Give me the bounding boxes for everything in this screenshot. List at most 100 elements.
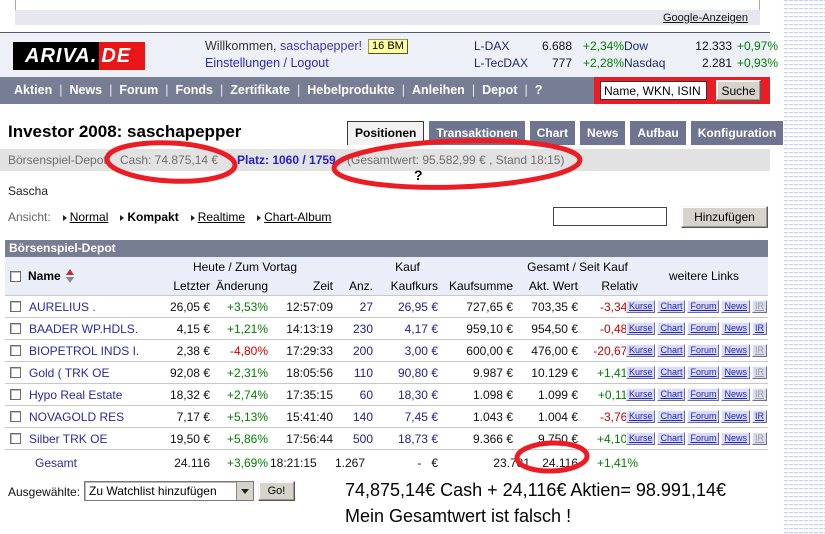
forum-link-button[interactable]: Forum <box>687 366 720 379</box>
tab-news[interactable]: News <box>580 121 626 145</box>
chart-link-button[interactable]: Chart <box>657 410 686 423</box>
news-link-button[interactable]: News <box>721 432 750 445</box>
row-checkbox[interactable] <box>10 301 21 312</box>
suche-button[interactable]: Suche <box>716 80 761 101</box>
cell-kaufsumme: 959,10 € <box>466 321 513 336</box>
nav-item-help[interactable]: ? <box>534 83 543 97</box>
hinzufuegen-button[interactable]: Hinzufügen <box>681 206 768 228</box>
view-switcher: Ansicht: Normal Kompakt Realtime Chart-Album <box>8 210 331 224</box>
einstellungen-logout-links[interactable]: Einstellungen / Logout <box>205 56 329 70</box>
sort-descending-icon[interactable] <box>65 277 74 283</box>
combo-dropdown-button[interactable] <box>236 482 253 500</box>
nav-separator: | <box>401 83 406 97</box>
row-checkbox[interactable] <box>10 389 21 400</box>
market-index-change: +2,28% <box>582 56 624 70</box>
kurse-link-button[interactable]: Kurse <box>625 410 656 423</box>
nav-item-fonds[interactable]: Fonds <box>175 83 214 97</box>
column-header-zeit: Zeit <box>312 278 333 293</box>
chart-link-button[interactable]: Chart <box>657 344 686 357</box>
name-column-header: Name <box>5 269 155 283</box>
cell-aenderung: +3,53% <box>226 299 268 314</box>
nav-item-aktien[interactable]: Aktien <box>14 83 53 97</box>
tab-aufbau[interactable]: Aufbau <box>630 121 686 145</box>
row-checkbox[interactable] <box>10 433 21 444</box>
news-link-button[interactable]: News <box>721 300 750 313</box>
search-input[interactable] <box>600 81 707 100</box>
stock-name-link[interactable]: BAADER WP.HDLS. <box>29 321 139 336</box>
sort-arrows[interactable] <box>65 269 74 283</box>
select-all-checkbox[interactable] <box>10 270 21 282</box>
news-link-button[interactable]: News <box>721 322 750 335</box>
kurse-link-button[interactable]: Kurse <box>625 388 656 401</box>
forum-link-button[interactable]: Forum <box>687 300 720 313</box>
chart-link-button[interactable]: Chart <box>657 366 686 379</box>
sort-ascending-icon[interactable] <box>65 269 74 275</box>
cell-name: NOVAGOLD RES <box>5 410 155 424</box>
row-checkbox[interactable] <box>10 323 21 334</box>
view-realtime[interactable]: Realtime <box>197 210 246 224</box>
forum-link-button[interactable]: Forum <box>687 344 720 357</box>
chart-link-button[interactable]: Chart <box>657 300 686 313</box>
view-normal[interactable]: Normal <box>69 210 109 224</box>
tab-konfiguration[interactable]: Konfiguration <box>690 121 784 145</box>
ir-link-button[interactable]: IR <box>752 322 767 335</box>
news-link-button[interactable]: News <box>721 366 750 379</box>
tab-positionen[interactable]: Positionen <box>347 121 425 145</box>
chart-link-button[interactable]: Chart <box>657 322 686 335</box>
cell-aenderung: +2,31% <box>226 365 268 380</box>
gesamt-link[interactable]: Gesamt <box>35 455 78 470</box>
news-link-button[interactable]: News <box>721 410 750 423</box>
column-header-akt-wert: Akt. Wert <box>528 278 578 293</box>
chart-link-button[interactable]: Chart <box>657 388 686 401</box>
nav-item-forum[interactable]: Forum <box>119 83 159 97</box>
nav-separator: | <box>471 83 476 97</box>
watchlist-select[interactable]: Zu Watchlist hinzufügen <box>84 481 254 501</box>
nav-item-depot[interactable]: Depot <box>482 83 518 97</box>
tab-chart[interactable]: Chart <box>529 121 576 145</box>
nav-item-hebelprodukte[interactable]: Hebelprodukte <box>307 83 395 97</box>
forum-link-button[interactable]: Forum <box>687 432 720 445</box>
forum-link-button[interactable]: Forum <box>687 410 720 423</box>
column-header-relativ: Relativ <box>601 278 638 293</box>
nav-item-zertifikate[interactable]: Zertifikate <box>230 83 290 97</box>
ariva-logo[interactable]: ARIVA. DE <box>13 42 146 70</box>
ir-link-button[interactable]: IR <box>752 410 767 423</box>
nav-item-anleihen[interactable]: Anleihen <box>412 83 465 97</box>
platz-link[interactable]: Platz: 1060 / 1759 <box>237 153 336 167</box>
stock-name-link[interactable]: NOVAGOLD RES <box>29 409 125 424</box>
bm-badge[interactable]: 16 BM <box>368 39 408 54</box>
stock-name-link[interactable]: Silber TRK OE <box>29 431 108 446</box>
stock-name-link[interactable]: Hypo Real Estate <box>29 387 123 402</box>
nav-separator: | <box>297 83 301 97</box>
tab-transaktionen[interactable]: Transaktionen <box>429 121 525 145</box>
kurse-link-button[interactable]: Kurse <box>625 432 656 445</box>
nav-item-news[interactable]: News <box>69 83 103 97</box>
kurse-link-button[interactable]: Kurse <box>625 322 656 335</box>
logo-text-red: DE <box>99 42 146 70</box>
news-link-button[interactable]: News <box>721 388 750 401</box>
stock-name-link[interactable]: BIOPETROL INDS I. <box>29 343 140 358</box>
market-index-label: L-TecDAX <box>474 56 529 70</box>
username-link[interactable]: saschapepper! <box>280 39 363 53</box>
row-checkbox[interactable] <box>10 367 21 378</box>
news-link-button[interactable]: News <box>721 344 750 357</box>
view-chart-album[interactable]: Chart-Album <box>264 210 332 224</box>
google-anzeigen-link[interactable]: Google-Anzeigen <box>662 12 748 24</box>
chart-link-button[interactable]: Chart <box>657 432 686 445</box>
kurse-link-button[interactable]: Kurse <box>625 366 656 379</box>
ir-link-button: IR <box>752 366 767 379</box>
cell-aenderung: +5,13% <box>226 409 268 424</box>
cell-letzter: 4,15 € <box>176 321 210 336</box>
forum-link-button[interactable]: Forum <box>687 388 720 401</box>
cell-letzter: 18,32 € <box>169 387 210 402</box>
add-symbol-input[interactable] <box>553 207 667 226</box>
stock-name-link[interactable]: Gold ( TRK OE <box>29 365 110 380</box>
kurse-link-button[interactable]: Kurse <box>625 300 656 313</box>
row-checkbox[interactable] <box>10 411 21 422</box>
stock-name-link[interactable]: AURELIUS . <box>29 299 96 314</box>
row-checkbox[interactable] <box>10 345 21 356</box>
cell-zeit: 17:56:44 <box>286 431 333 446</box>
kurse-link-button[interactable]: Kurse <box>625 344 656 357</box>
go-button[interactable]: Go! <box>258 481 295 501</box>
forum-link-button[interactable]: Forum <box>687 322 720 335</box>
